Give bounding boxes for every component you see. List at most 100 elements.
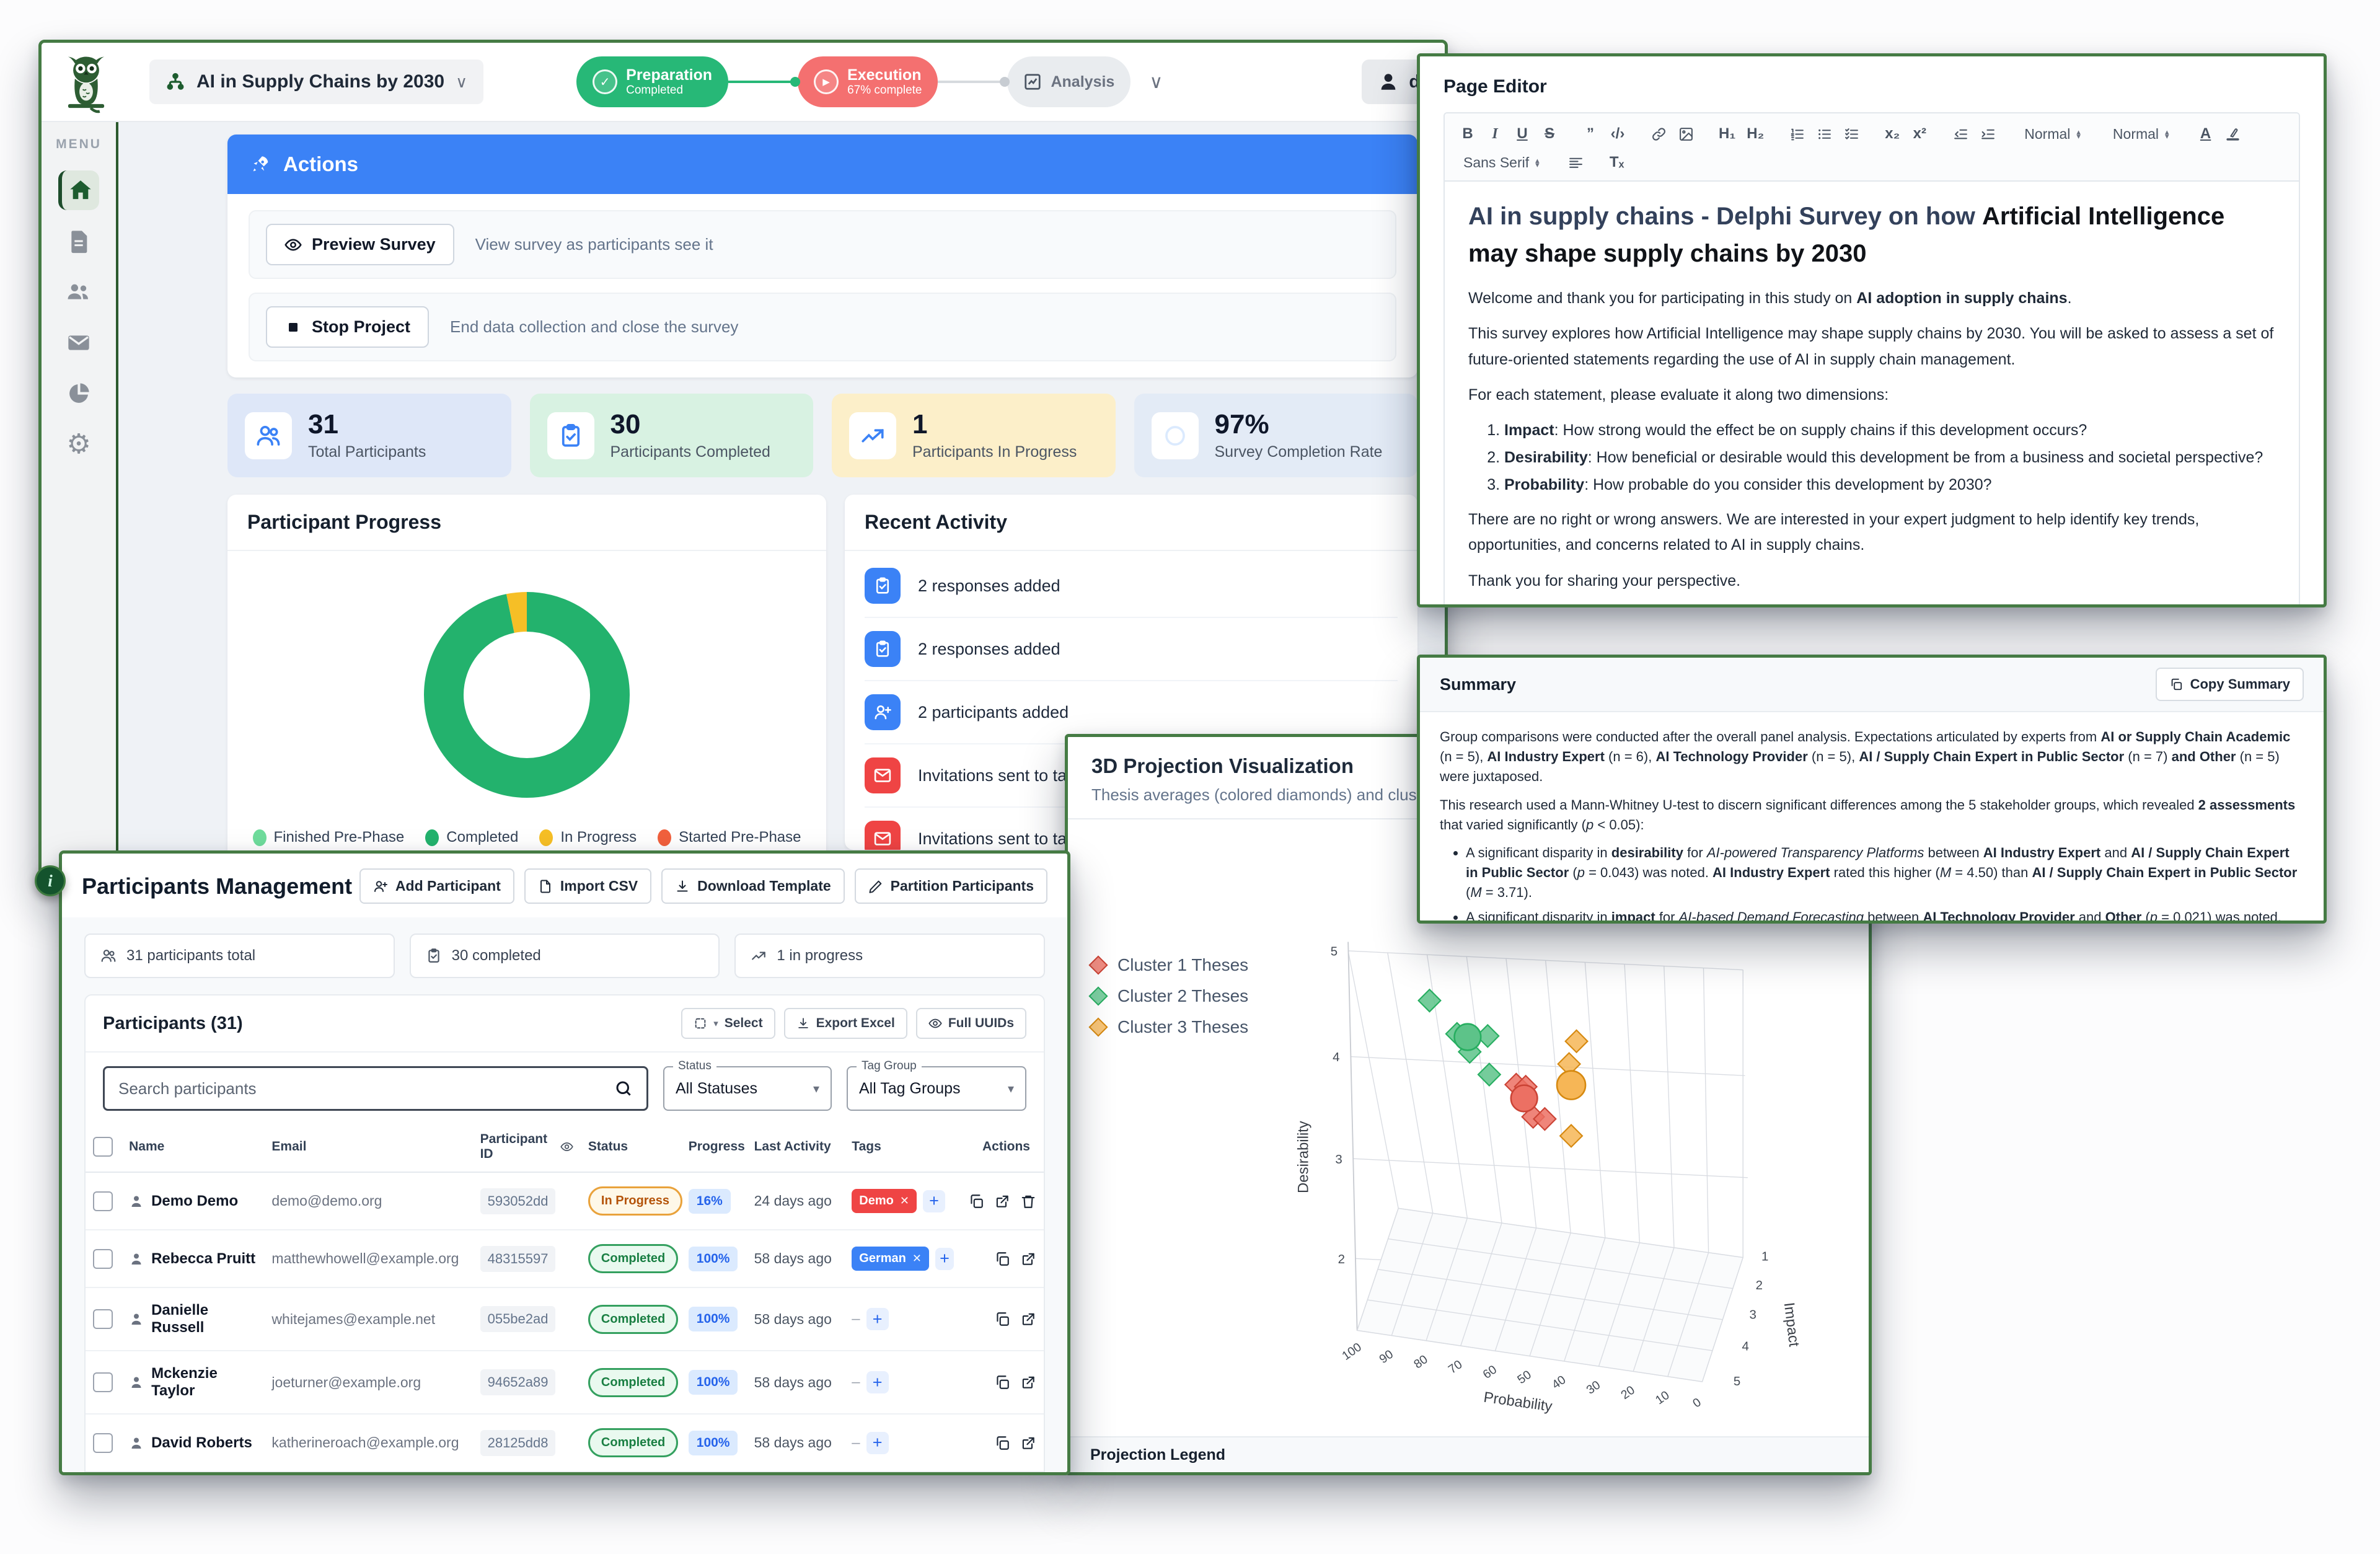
sidebar-item-documents[interactable] [58, 221, 99, 261]
tag-remove-icon[interactable]: ✕ [912, 1252, 922, 1265]
toolbar-text-color[interactable]: A [2200, 125, 2211, 142]
toolbar-subscript[interactable]: x₂ [1885, 125, 1900, 142]
user-plus-icon [865, 694, 901, 731]
add-tag-button[interactable]: + [866, 1371, 889, 1393]
user-icon [1382, 74, 1396, 90]
toolbar-outdent[interactable] [1949, 122, 1972, 146]
search-input[interactable] [118, 1079, 614, 1098]
copy-button[interactable] [994, 1374, 1010, 1390]
last-activity: 24 days ago [746, 1172, 845, 1230]
toolbar-align[interactable] [1564, 151, 1588, 174]
export-excel-button[interactable]: Export Excel [783, 1008, 907, 1039]
copy-button[interactable] [968, 1193, 984, 1209]
open-button[interactable] [1020, 1374, 1036, 1390]
full-uuids-button[interactable]: Full UUIDs [915, 1008, 1026, 1039]
row-checkbox[interactable] [93, 1372, 113, 1392]
add-tag-button[interactable]: + [935, 1247, 954, 1270]
select-all-checkbox[interactable] [93, 1137, 113, 1157]
preview-survey-button[interactable]: Preview Survey [266, 224, 454, 265]
toolbar-clear-formatting[interactable]: Tₓ [1609, 154, 1624, 170]
participant-name: Demo Demo [151, 1192, 239, 1209]
sidebar-item-settings[interactable]: ⚙ [58, 425, 99, 464]
toolbar-highlight-color[interactable] [2221, 122, 2245, 146]
cluster-legend-item[interactable]: Cluster 3 Theses [1088, 1017, 1248, 1037]
dimension-item: Desirability: How beneficial or desirabl… [1504, 445, 2275, 470]
toolbar-heading-1[interactable]: H₁ [1719, 125, 1736, 142]
step-analysis[interactable]: Analysis [1007, 56, 1131, 107]
col-name[interactable]: Name [121, 1122, 265, 1173]
add-participant-button[interactable]: Add Participant [359, 868, 514, 904]
row-checkbox[interactable] [93, 1433, 113, 1453]
cluster-legend-item[interactable]: Cluster 1 Theses [1088, 955, 1248, 975]
toolbar-size-select[interactable]: Normal ▴ ▾ [2112, 125, 2169, 142]
project-selector[interactable]: AI in Supply Chains by 2030 ∨ [149, 60, 484, 104]
add-tag-button[interactable]: + [866, 1431, 889, 1454]
eye-icon[interactable] [560, 1139, 573, 1154]
toolbar-indent[interactable] [1976, 122, 1999, 146]
row-checkbox[interactable] [93, 1309, 113, 1329]
open-button[interactable] [994, 1193, 1010, 1209]
toolbar-italic[interactable]: I [1492, 125, 1498, 142]
toolbar-font-select[interactable]: Sans Serif ▴ ▾ [1463, 154, 1540, 170]
activity-text: 2 participants added [918, 702, 1069, 722]
toolbar-ordered-list[interactable] [1785, 122, 1809, 146]
copy-summary-button[interactable]: Copy Summary [2155, 668, 2304, 701]
blank-icon [1151, 412, 1199, 459]
stop-project-button[interactable]: Stop Project [266, 306, 430, 348]
copy-button[interactable] [994, 1311, 1010, 1327]
toolbar-block-format-select[interactable]: Normal ▴ ▾ [2024, 125, 2081, 142]
select-button[interactable]: ▾ Select [681, 1008, 775, 1039]
copy-button[interactable] [994, 1435, 1010, 1451]
import-csv-button[interactable]: Import CSV [524, 868, 652, 904]
menu-label: MENU [56, 137, 102, 151]
tag-remove-icon[interactable]: ✕ [899, 1194, 909, 1207]
scatter-3d-plot[interactable]: 5 4 3 2 100 90 80 70 60 50 40 30 20 10 0 1 2 3 4 5 Desirabil… [1132, 861, 1809, 1421]
col-status[interactable]: Status [580, 1122, 681, 1173]
info-badge[interactable]: i [35, 865, 66, 896]
select-icon [695, 1018, 706, 1029]
sidebar-item-home[interactable] [58, 170, 99, 210]
sidebar-item-invitations[interactable] [58, 323, 99, 363]
toolbar-blockquote[interactable]: ” [1587, 125, 1594, 142]
open-button[interactable] [1020, 1251, 1036, 1267]
cluster-legend-item[interactable]: Cluster 2 Theses [1088, 986, 1248, 1006]
col-participant-id[interactable]: Participant ID [472, 1122, 581, 1173]
add-tag-button[interactable]: + [922, 1190, 945, 1212]
add-tag-button[interactable]: + [866, 1308, 889, 1330]
toolbar-link[interactable] [1647, 122, 1670, 146]
toolbar-underline[interactable]: U [1517, 125, 1528, 142]
sidebar-item-analytics[interactable] [58, 374, 99, 413]
delete-button[interactable] [1020, 1193, 1036, 1209]
col-last-activity[interactable]: Last Activity [746, 1122, 845, 1173]
col-progress[interactable]: Progress [681, 1122, 747, 1173]
toolbar-heading-2[interactable]: H₂ [1747, 125, 1765, 142]
partition-participants-button[interactable]: Partition Participants [854, 868, 1047, 904]
open-button[interactable] [1020, 1311, 1036, 1327]
tag-group-filter[interactable]: Tag Group All Tag Groups ▾ [847, 1059, 1026, 1111]
toolbar-superscript[interactable]: x² [1913, 125, 1926, 142]
step-preparation[interactable]: ✓ Preparation Completed [576, 56, 729, 107]
toolbar-strikethrough[interactable]: S [1544, 125, 1554, 142]
col-email[interactable]: Email [264, 1122, 473, 1173]
copy-icon [997, 1252, 1009, 1266]
toolbar-bullet-list[interactable] [1812, 122, 1836, 146]
toolbar-code[interactable]: ‹/› [1610, 125, 1625, 142]
sidebar-item-participants[interactable] [58, 272, 99, 312]
check-icon: ✓ [593, 69, 618, 94]
copy-button[interactable] [994, 1251, 1010, 1267]
row-checkbox[interactable] [93, 1248, 113, 1269]
summary-window: Summary Copy Summary Group comparisons w… [1417, 655, 2327, 924]
open-button[interactable] [1020, 1435, 1036, 1451]
toolbar-check-list[interactable] [1840, 122, 1863, 146]
status-filter[interactable]: Status All Statuses ▾ [663, 1059, 832, 1111]
col-tags[interactable]: Tags [844, 1122, 962, 1173]
step-execution[interactable]: ▶ Execution 67% complete [798, 56, 938, 107]
stepper-chevron-icon[interactable]: ∨ [1149, 71, 1163, 92]
legend-item: Finished Pre-Phase [252, 829, 404, 846]
toolbar-bold[interactable]: B [1462, 125, 1473, 142]
row-checkbox[interactable] [93, 1191, 113, 1211]
external-link-icon [996, 1195, 1008, 1207]
toolbar-image[interactable] [1674, 122, 1698, 146]
editor-content[interactable]: AI in supply chains - Delphi Survey on h… [1445, 182, 2299, 604]
download-template-button[interactable]: Download Template [661, 868, 845, 904]
